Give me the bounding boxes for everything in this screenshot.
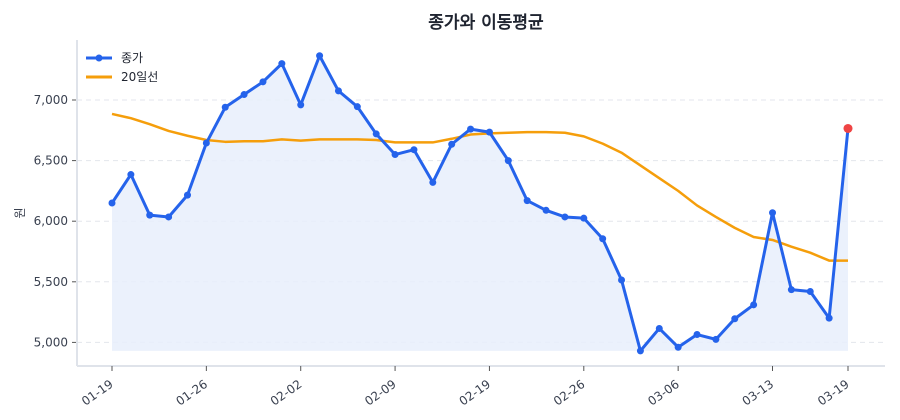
close-marker: [731, 315, 739, 323]
y-tick-label: 5,000: [34, 335, 68, 349]
close-marker: [391, 151, 399, 159]
close-marker: [712, 335, 720, 343]
close-marker: [240, 91, 248, 99]
close-marker: [504, 157, 512, 165]
close-marker: [674, 343, 682, 351]
close-marker: [693, 331, 701, 339]
close-marker: [127, 171, 135, 179]
x-tick-label: 03-06: [645, 377, 682, 408]
y-tick-label: 5,500: [34, 275, 68, 289]
close-marker: [410, 146, 418, 154]
y-tick-label: 6,500: [34, 154, 68, 168]
close-marker: [561, 213, 569, 221]
x-tick-label: 02-26: [551, 377, 588, 408]
close-marker: [580, 214, 588, 222]
close-marker: [353, 103, 361, 111]
close-marker: [806, 287, 814, 295]
y-tick-label: 7,000: [34, 93, 68, 107]
legend: 종가 20일선: [86, 51, 158, 84]
series-lines: [110, 54, 850, 353]
close-marker: [787, 286, 795, 294]
x-tick-label: 02-09: [362, 377, 399, 408]
close-markers: [108, 52, 853, 355]
close-marker: [655, 324, 663, 332]
area-fill-path: [112, 55, 848, 351]
close-marker: [636, 347, 644, 355]
close-marker: [429, 178, 437, 186]
close-marker: [334, 87, 342, 95]
x-tick-label: 01-19: [79, 377, 116, 408]
latest-close-marker: [843, 123, 853, 133]
x-tick-label: 02-19: [457, 377, 494, 408]
close-marker: [618, 276, 626, 284]
x-tick-label: 03-13: [740, 377, 777, 408]
close-marker: [297, 101, 305, 109]
close-marker: [485, 128, 493, 136]
close-marker: [202, 139, 210, 147]
legend-close-marker-icon: [95, 54, 103, 62]
x-tick-label: 01-26: [173, 377, 210, 408]
close-area-fill: [112, 55, 848, 351]
close-marker: [278, 60, 286, 68]
y-tick-label: 6,000: [34, 214, 68, 228]
close-marker: [467, 125, 475, 133]
close-marker: [825, 314, 833, 322]
chart-title: 종가와 이동평균: [428, 13, 544, 33]
close-marker: [750, 301, 758, 309]
x-tick-label: 03-19: [815, 377, 852, 408]
close-marker: [259, 78, 267, 86]
ma20-line: [111, 112, 848, 262]
close-marker: [108, 199, 116, 207]
close-marker: [769, 209, 777, 217]
close-marker: [542, 206, 550, 214]
legend-label-close: 종가: [121, 51, 143, 65]
close-marker: [448, 140, 456, 148]
close-marker: [183, 191, 191, 199]
y-axis-label: 원: [13, 207, 27, 218]
close-marker: [316, 52, 324, 60]
close-line: [110, 54, 850, 353]
close-marker: [221, 103, 229, 111]
x-tick-label: 02-02: [268, 377, 305, 408]
legend-label-ma20: 20일선: [121, 70, 158, 84]
close-marker: [146, 211, 154, 219]
close-marker: [165, 213, 173, 221]
close-marker: [372, 130, 380, 138]
close-marker: [599, 235, 607, 243]
close-marker: [523, 197, 531, 205]
